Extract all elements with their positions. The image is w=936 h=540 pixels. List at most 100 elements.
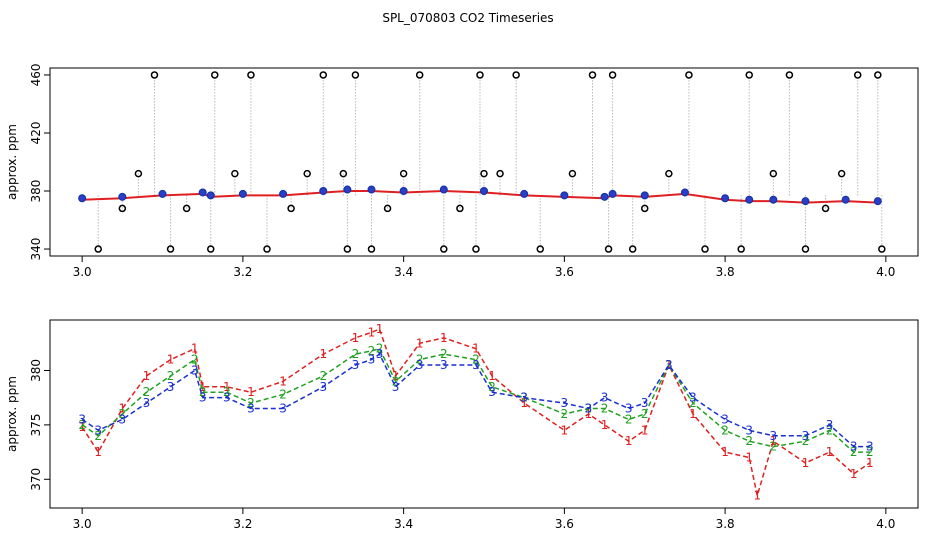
series-marker-2: 2 (689, 396, 697, 410)
series-marker-2: 2 (665, 358, 673, 372)
series-marker-2: 2 (641, 407, 649, 421)
series-marker-2: 2 (279, 387, 287, 401)
series-marker-2: 2 (745, 434, 753, 448)
panel-top: 3.0 3.2 3.4 3.6 3.8 4.0 340 380 420 460 approx. pp… (5, 64, 919, 279)
series-marker-2: 2 (167, 369, 175, 383)
series-marker-1: 1 (199, 380, 207, 394)
outlier-point (118, 204, 127, 213)
series-marker-2: 2 (119, 407, 127, 421)
baseline-point (873, 197, 882, 206)
series-marker-1: 1 (416, 336, 424, 350)
series-marker-1: 1 (866, 456, 874, 470)
x-tick-label: 3.0 (73, 265, 92, 279)
outlier-point (182, 204, 191, 213)
series-marker-1: 1 (770, 434, 778, 448)
series-marker-3: 3 (488, 385, 496, 399)
baseline-point (721, 194, 730, 203)
series-marker-3: 3 (850, 440, 858, 454)
outlier-point (608, 71, 617, 79)
outlier-point (821, 204, 830, 213)
series-marker-3: 3 (223, 391, 231, 405)
outlier-point (568, 169, 577, 178)
outlier-point (150, 71, 159, 79)
series-marker-2: 2 (770, 440, 778, 454)
outlier-point (367, 245, 376, 253)
series-marker-3: 3 (416, 358, 424, 372)
series-marker-1: 1 (689, 407, 697, 421)
series-marker-1: 1 (753, 489, 761, 503)
baseline-point (198, 188, 207, 197)
baseline-point (560, 191, 569, 200)
baseline-point (600, 192, 609, 201)
outlier-point (134, 169, 143, 178)
series-marker-2: 2 (488, 380, 496, 394)
chart-title: SPL_070803 CO2 Timeseries (382, 11, 553, 25)
x-tick-label: 3.4 (394, 265, 413, 279)
series-marker-3: 3 (279, 402, 287, 416)
baseline-point (841, 195, 850, 204)
series-marker-1: 1 (721, 445, 729, 459)
plot-frame (49, 319, 919, 509)
baseline-point (608, 189, 617, 198)
series-marker-3: 3 (866, 440, 874, 454)
series-marker-2: 2 (352, 347, 360, 361)
series-marker-1: 1 (223, 380, 231, 394)
series-marker-1: 1 (247, 385, 255, 399)
series-marker-1: 1 (392, 369, 400, 383)
baseline-point (158, 189, 167, 198)
series-marker-1: 1 (119, 402, 127, 416)
x-tick-label: 3.6 (555, 265, 574, 279)
baseline-point (520, 189, 529, 198)
series-marker-2: 2 (319, 369, 327, 383)
series-marker-2: 2 (721, 423, 729, 437)
outlier-point (343, 245, 352, 253)
y-tick-label: 420 (29, 122, 43, 145)
y-tick-label: 460 (29, 64, 43, 87)
series-marker-3: 3 (440, 358, 448, 372)
outlier-point (745, 71, 753, 79)
series-marker-3: 3 (78, 412, 86, 426)
outlier-point (685, 71, 693, 79)
series-marker-3: 3 (247, 402, 255, 416)
outlier-point (628, 245, 637, 253)
outlier-point (588, 71, 597, 79)
series-marker-2: 2 (78, 418, 86, 432)
outlier-point (604, 245, 613, 253)
outlier-point (665, 169, 673, 178)
outlier-point (874, 71, 882, 79)
series-marker-1: 1 (585, 407, 593, 421)
outlier-point (319, 71, 328, 79)
series-marker-3: 3 (641, 396, 649, 410)
series-marker-3: 3 (585, 402, 593, 416)
series-marker-3: 3 (319, 380, 327, 394)
baseline-point (367, 185, 376, 194)
series-line-1 (81, 328, 871, 496)
series-marker-2: 2 (416, 353, 424, 367)
series-marker-2: 2 (143, 385, 151, 399)
series-marker-1: 1 (376, 322, 384, 336)
series-marker-3: 3 (199, 391, 207, 405)
x-tick-label: 4.0 (876, 517, 895, 531)
x-tick-label: 3.8 (716, 517, 735, 531)
series-marker-1: 1 (520, 396, 528, 410)
outlier-point (263, 245, 271, 253)
series-marker-1: 1 (488, 369, 496, 383)
outlier-point (231, 169, 239, 178)
baseline-point (745, 195, 754, 204)
x-tick-label: 4.0 (876, 265, 895, 279)
series-marker-3: 3 (368, 353, 376, 367)
outlier-point (456, 204, 464, 213)
outlier-point (440, 245, 448, 253)
outlier-point (94, 245, 102, 253)
outlier-point (480, 169, 488, 178)
series-marker-1: 1 (78, 420, 86, 434)
series-marker-2: 2 (247, 396, 255, 410)
series-marker-3: 3 (143, 396, 151, 410)
baseline-point (118, 192, 127, 201)
series-marker-3: 3 (472, 358, 480, 372)
series-marker-2: 2 (561, 407, 569, 421)
series-marker-1: 1 (641, 423, 649, 437)
baseline-point (238, 189, 247, 198)
series-marker-1: 1 (601, 418, 609, 432)
series-marker-1: 1 (625, 434, 633, 448)
